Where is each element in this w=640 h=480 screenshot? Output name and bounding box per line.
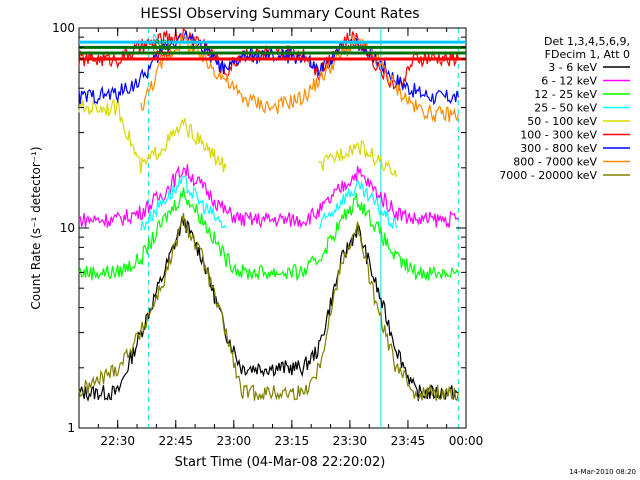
legend-label-7: 800 - 7000 keV xyxy=(513,156,597,169)
legend-label-0: 3 - 6 keV xyxy=(548,61,597,74)
series-line-3-1 xyxy=(318,177,397,229)
series-line-3-0 xyxy=(140,175,227,232)
footer-date: 14-Mar-2010 08:20 xyxy=(569,468,636,476)
flag-label-3: SAA xyxy=(155,50,172,59)
legend-label-1: 6 - 12 keV xyxy=(541,75,597,88)
legend-label-6: 300 - 800 keV xyxy=(520,142,597,155)
legend-label-3: 25 - 50 keV xyxy=(534,102,597,115)
series-line-4-1 xyxy=(318,140,397,178)
series-line-7-0 xyxy=(140,34,459,123)
y-tick-label-2: 100 xyxy=(52,21,75,35)
x-tick-label-2: 23:00 xyxy=(217,434,252,448)
chart-title: HESSI Observing Summary Count Rates xyxy=(140,6,419,22)
series-line-4-0 xyxy=(78,98,227,174)
y-tick-label-0: 1 xyxy=(67,421,75,435)
x-tick-label-3: 23:15 xyxy=(275,434,310,448)
legend-header-0: Det 1,3,4,5,6,9, xyxy=(544,35,630,48)
flag-label-0: N xyxy=(153,33,159,42)
x-tick-label-5: 23:45 xyxy=(391,434,426,448)
y-axis-label: Count Rate (s⁻¹ detector⁻¹) xyxy=(29,146,43,309)
flag-label-2: RD4 xyxy=(153,44,170,53)
legend-header-1: FDecim 1, Att 0 xyxy=(545,48,630,61)
x-tick-label-6: 00:00 xyxy=(449,434,484,448)
y-tick-label-1: 10 xyxy=(60,221,75,235)
legend-label-4: 50 - 100 keV xyxy=(527,115,597,128)
legend-label-5: 100 - 300 keV xyxy=(520,129,597,142)
x-tick-label-1: 22:45 xyxy=(158,434,193,448)
flag-label-1: RGD xyxy=(155,38,173,47)
series-line-5-0 xyxy=(78,26,459,91)
legend-label-8: 7000 - 20000 keV xyxy=(499,169,597,182)
legend-label-2: 12 - 25 keV xyxy=(534,88,597,101)
series-line-2-0 xyxy=(78,187,459,282)
series-line-8-0 xyxy=(78,212,459,402)
x-tick-label-0: 22:30 xyxy=(100,434,135,448)
series-line-1-0 xyxy=(78,164,459,229)
series-line-0-0 xyxy=(78,216,459,403)
x-axis-label: Start Time (04-Mar-08 22:20:02) xyxy=(175,455,386,470)
x-tick-label-4: 23:30 xyxy=(333,434,368,448)
